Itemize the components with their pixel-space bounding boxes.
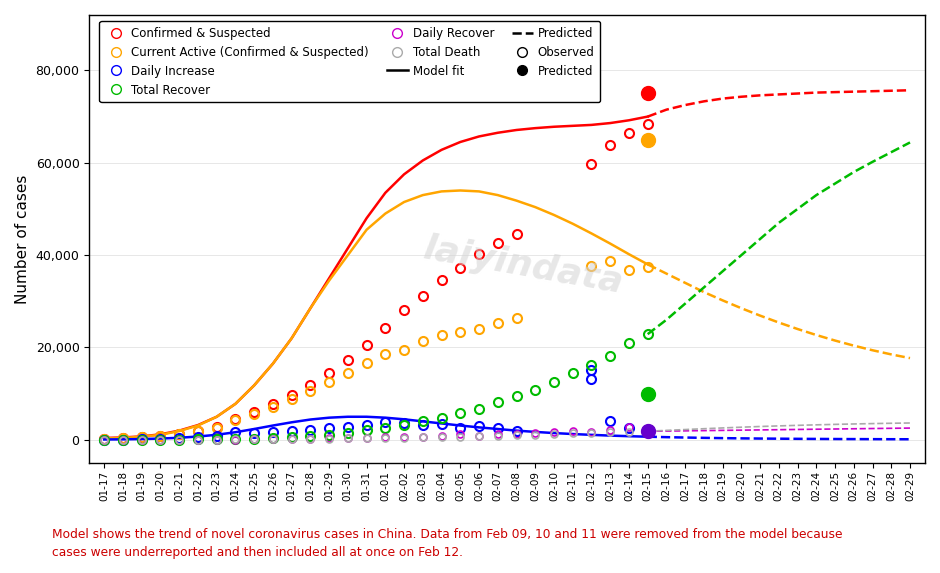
Text: Model shows the trend of novel coronavirus cases in China. Data from Feb 09, 10 : Model shows the trend of novel coronavir… bbox=[52, 528, 842, 541]
Legend: Confirmed & Suspected, Current Active (Confirmed & Suspected), Daily Increase, T: Confirmed & Suspected, Current Active (C… bbox=[100, 21, 601, 103]
Text: cases were underreported and then included all at once on Feb 12.: cases were underreported and then includ… bbox=[52, 545, 462, 559]
Y-axis label: Number of cases: Number of cases bbox=[15, 174, 30, 304]
Text: laiyindata: laiyindata bbox=[421, 231, 627, 300]
